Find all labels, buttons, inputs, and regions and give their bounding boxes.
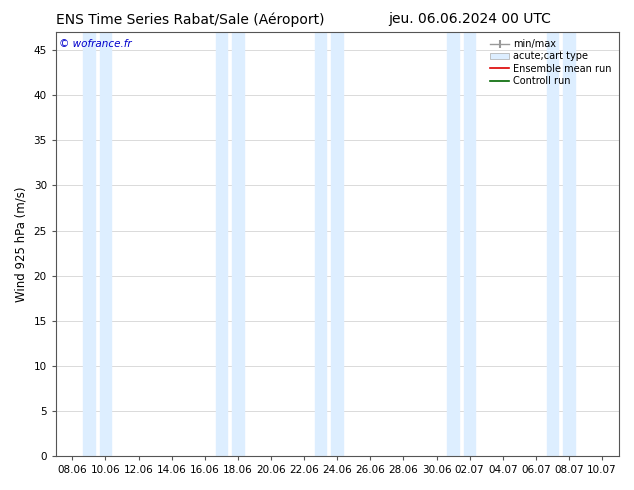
Legend: min/max, acute;cart type, Ensemble mean run, Controll run: min/max, acute;cart type, Ensemble mean … (488, 37, 614, 88)
Bar (332, 32, 343, 456)
Bar (83, 32, 94, 456)
Bar (216, 32, 227, 456)
Text: ENS Time Series Rabat/Sale (Aéroport): ENS Time Series Rabat/Sale (Aéroport) (56, 12, 325, 27)
Bar (464, 32, 476, 456)
Bar (315, 32, 327, 456)
Bar (448, 32, 459, 456)
Bar (232, 32, 243, 456)
Bar (563, 32, 575, 456)
Text: jeu. 06.06.2024 00 UTC: jeu. 06.06.2024 00 UTC (388, 12, 550, 26)
Y-axis label: Wind 925 hPa (m/s): Wind 925 hPa (m/s) (15, 186, 28, 302)
Text: © wofrance.fr: © wofrance.fr (59, 39, 131, 49)
Bar (547, 32, 558, 456)
Bar (100, 32, 112, 456)
